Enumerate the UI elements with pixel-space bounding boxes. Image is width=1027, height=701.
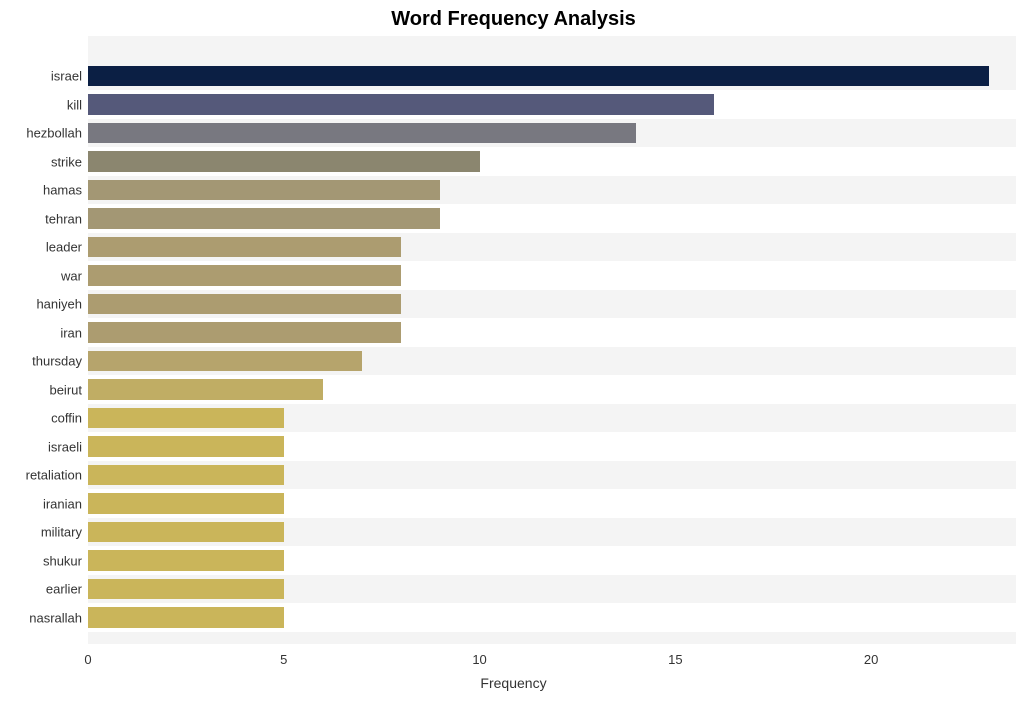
- x-tick-label: 20: [864, 652, 878, 667]
- grid-band: [88, 632, 1016, 644]
- bar: [88, 123, 636, 143]
- y-tick-label: hezbollah: [26, 126, 82, 141]
- y-tick-label: nasrallah: [29, 610, 82, 625]
- bar: [88, 408, 284, 428]
- y-tick-label: iranian: [43, 496, 82, 511]
- bar: [88, 351, 362, 371]
- y-tick-label: thursday: [32, 354, 82, 369]
- y-tick-label: haniyeh: [36, 297, 82, 312]
- y-tick-label: leader: [46, 240, 82, 255]
- x-axis-ticks: 05101520: [88, 652, 1016, 672]
- y-tick-label: hamas: [43, 183, 82, 198]
- y-tick-label: israel: [51, 69, 82, 84]
- bar: [88, 436, 284, 456]
- y-tick-label: retaliation: [26, 468, 82, 483]
- y-tick-label: iran: [60, 325, 82, 340]
- x-tick-label: 0: [84, 652, 91, 667]
- bar: [88, 607, 284, 627]
- bar: [88, 579, 284, 599]
- bar: [88, 379, 323, 399]
- x-axis-label: Frequency: [0, 675, 1027, 691]
- y-tick-label: israeli: [48, 439, 82, 454]
- y-tick-label: kill: [67, 97, 82, 112]
- y-tick-label: strike: [51, 154, 82, 169]
- bar: [88, 493, 284, 513]
- chart-title: Word Frequency Analysis: [0, 8, 1027, 31]
- y-tick-label: tehran: [45, 211, 82, 226]
- plot-area: [88, 36, 1016, 644]
- word-frequency-chart: Word Frequency Analysis israel kill hezbol…: [0, 0, 1027, 701]
- y-tick-label: earlier: [46, 582, 82, 597]
- y-tick-label: coffin: [51, 411, 82, 426]
- bar: [88, 237, 401, 257]
- x-tick-label: 5: [280, 652, 287, 667]
- bar: [88, 465, 284, 485]
- bar: [88, 522, 284, 542]
- y-tick-label: beirut: [49, 382, 82, 397]
- bar: [88, 151, 480, 171]
- bar: [88, 180, 440, 200]
- x-axis-label-text: Frequency: [480, 675, 546, 691]
- grid-band: [88, 36, 1016, 62]
- y-tick-label: shukur: [43, 553, 82, 568]
- bar: [88, 294, 401, 314]
- x-tick-label: 15: [668, 652, 682, 667]
- bar: [88, 94, 714, 114]
- x-tick-label: 10: [472, 652, 486, 667]
- bar: [88, 265, 401, 285]
- bar: [88, 66, 989, 86]
- y-tick-label: military: [41, 525, 82, 540]
- y-axis-labels: israel kill hezbollah strike hamas tehran lead…: [0, 36, 82, 644]
- bar: [88, 550, 284, 570]
- bar: [88, 322, 401, 342]
- bar: [88, 208, 440, 228]
- y-tick-label: war: [61, 268, 82, 283]
